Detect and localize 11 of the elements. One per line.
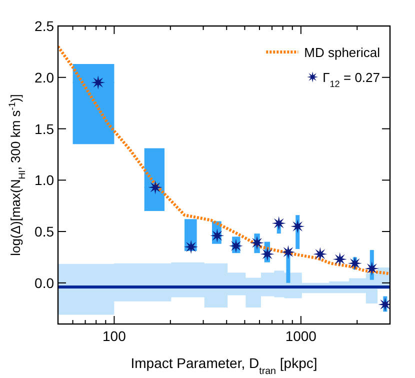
y-tick-label: 0.0	[34, 274, 54, 291]
y-tick-label: 1.0	[34, 172, 54, 188]
y-tick-label: 2.5	[34, 18, 54, 34]
y-tick-label: 2.0	[34, 69, 54, 86]
x-tick-label: 1000	[285, 328, 317, 344]
y-tick-label: 0.5	[34, 224, 54, 240]
x-axis-title: Impact Parameter, D$_{tran}$ [pkpc]	[130, 355, 318, 376]
legend-label: MD spherical	[304, 45, 380, 60]
legend-label: Γ$_{12}$ = 0.27	[322, 70, 380, 89]
x-tick-label: 100	[102, 328, 126, 344]
y-tick-label: 1.5	[34, 120, 54, 137]
